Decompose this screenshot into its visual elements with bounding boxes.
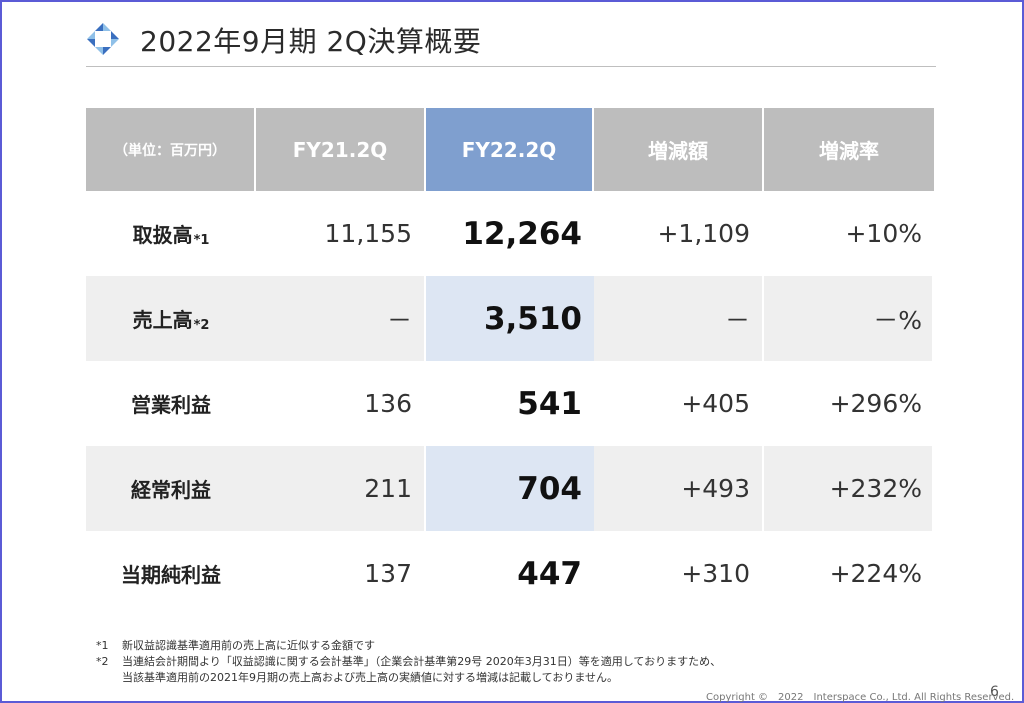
- results-table: （単位：百万円） FY21.2Q FY22.2Q 増減額 増減率 取扱高*1 1…: [86, 108, 934, 616]
- page-number: 6: [990, 684, 999, 700]
- value-curr: 704: [426, 446, 594, 531]
- value-prev: 137: [256, 531, 426, 616]
- value-rate: +10%: [764, 191, 934, 276]
- table-row: 売上高*2 － 3,510 － －%: [86, 276, 934, 361]
- footnote-mark: *2: [96, 655, 109, 668]
- company-logo-icon: [87, 23, 119, 55]
- copyright: Copyright © 2022 Interspace Co., Ltd. Al…: [706, 692, 1015, 703]
- table-row: 経常利益 211 704 +493 +232%: [86, 446, 934, 531]
- row-label-text: 取扱高: [132, 223, 193, 247]
- row-label: 経常利益: [86, 446, 256, 531]
- value-diff: +1,109: [594, 191, 764, 276]
- table-header-row: （単位：百万円） FY21.2Q FY22.2Q 増減額 増減率: [86, 108, 934, 191]
- table-row: 当期純利益 137 447 +310 +224%: [86, 531, 934, 616]
- value-curr: 447: [517, 555, 582, 592]
- footnote-mark: *1: [193, 233, 210, 248]
- row-label: 営業利益: [86, 361, 256, 446]
- value-rate: +296%: [764, 361, 934, 446]
- value-diff: +405: [594, 361, 764, 446]
- value-curr: 12,264: [462, 215, 582, 252]
- title-divider: [86, 66, 936, 67]
- row-label: 当期純利益: [86, 531, 256, 616]
- row-label: 売上高*2: [86, 276, 256, 361]
- value-prev: 11,155: [256, 191, 426, 276]
- row-label-text: 営業利益: [131, 393, 211, 417]
- table-row: 営業利益 136 541 +405 +296%: [86, 361, 934, 446]
- footnote-text: 新収益認識基準適用前の売上高に近似する金額です: [122, 639, 375, 652]
- footnote: *2 当連結会計期間より「収益認識に関する会計基準」（企業会計基準第29号 202…: [96, 654, 721, 670]
- header-rate: 増減率: [764, 108, 934, 191]
- value-rate: +224%: [764, 531, 934, 616]
- value-diff: +493: [594, 446, 764, 531]
- footnote-text: 当該基準適用前の2021年9月期の売上高および売上高の実績値に対する増減は記載し…: [122, 671, 618, 684]
- value-diff: +310: [594, 531, 764, 616]
- footnote: 当該基準適用前の2021年9月期の売上高および売上高の実績値に対する増減は記載し…: [96, 670, 721, 686]
- row-label-text: 当期純利益: [121, 563, 221, 587]
- value-rate: －%: [764, 276, 934, 361]
- footnote-mark: [96, 670, 122, 686]
- footnotes: *1 新収益認識基準適用前の売上高に近似する金額です *2 当連結会計期間より「収益…: [96, 638, 721, 686]
- value-curr: 541: [517, 385, 582, 422]
- table-row: 取扱高*1 11,155 12,264 +1,109 +10%: [86, 191, 934, 276]
- footnote-mark: *2: [193, 318, 210, 333]
- row-label-text: 売上高: [132, 308, 193, 332]
- row-label: 取扱高*1: [86, 191, 256, 276]
- value-prev: 136: [256, 361, 426, 446]
- header-diff: 増減額: [594, 108, 764, 191]
- value-rate: +232%: [764, 446, 934, 531]
- row-label-text: 経常利益: [131, 478, 211, 502]
- header-unit: （単位：百万円）: [86, 108, 256, 191]
- footnote-text: 当連結会計期間より「収益認識に関する会計基準」（企業会計基準第29号 2020年…: [122, 655, 722, 668]
- value-prev: 211: [256, 446, 426, 531]
- footnote-mark: *1: [96, 639, 109, 652]
- value-curr: 3,510: [426, 276, 594, 361]
- value-diff: －: [594, 276, 764, 361]
- footnote: *1 新収益認識基準適用前の売上高に近似する金額です: [96, 638, 721, 654]
- header-fy22: FY22.2Q: [426, 108, 594, 191]
- value-prev: －: [256, 276, 426, 361]
- page-title: 2022年9月期 2Q決算概要: [140, 25, 482, 58]
- header-fy21: FY21.2Q: [256, 108, 426, 191]
